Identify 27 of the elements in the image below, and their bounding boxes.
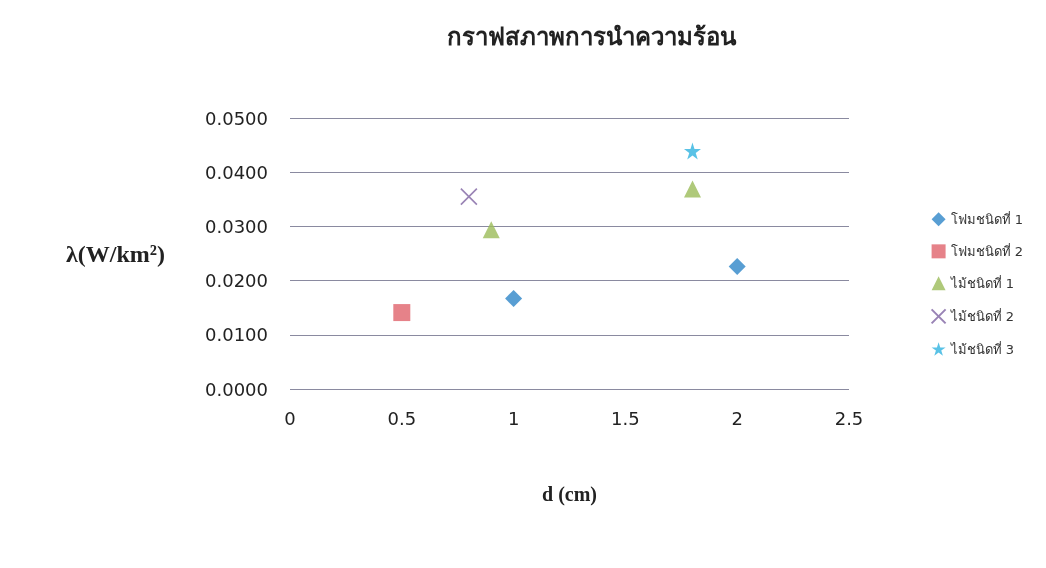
x-tick-label: 2.5 [834, 407, 864, 429]
point [393, 304, 411, 322]
y-axis-title: λ(W/km²) [66, 240, 165, 267]
y-tick-label: 0.0400 [205, 161, 268, 183]
y-tick-label: 0.0200 [205, 270, 268, 292]
x-tick-label: 0 [284, 407, 296, 429]
legend-label: โฟมชนิดที่ 2 [950, 242, 1023, 259]
legend-label: ไม้ชนิดที่ 3 [949, 340, 1014, 357]
point [728, 258, 746, 276]
point [683, 180, 701, 198]
point [683, 142, 701, 160]
point [505, 289, 523, 307]
x-tick-label: 0.5 [387, 407, 417, 429]
x-tick-label: 1.5 [611, 407, 640, 429]
chart-title: กราฟสภาพการนำความร้อน [446, 24, 737, 50]
x-tick-label: 1 [507, 407, 520, 429]
point [482, 221, 500, 239]
point [460, 187, 478, 206]
y-tick-label: 0.0500 [205, 107, 268, 129]
x-tick-label: 2 [731, 407, 743, 429]
x-axis-title: d (cm) [542, 483, 597, 506]
y-tick-label: 0.0100 [205, 324, 268, 346]
y-tick-label: 0.0000 [205, 378, 268, 400]
legend-label: โฟมชนิดที่ 1 [950, 210, 1023, 227]
legend-label: ไม้ชนิดที่ 1 [949, 274, 1014, 291]
y-tick-label: 0.0300 [205, 215, 268, 237]
legend-label: ไม้ชนิดที่ 2 [949, 307, 1014, 324]
